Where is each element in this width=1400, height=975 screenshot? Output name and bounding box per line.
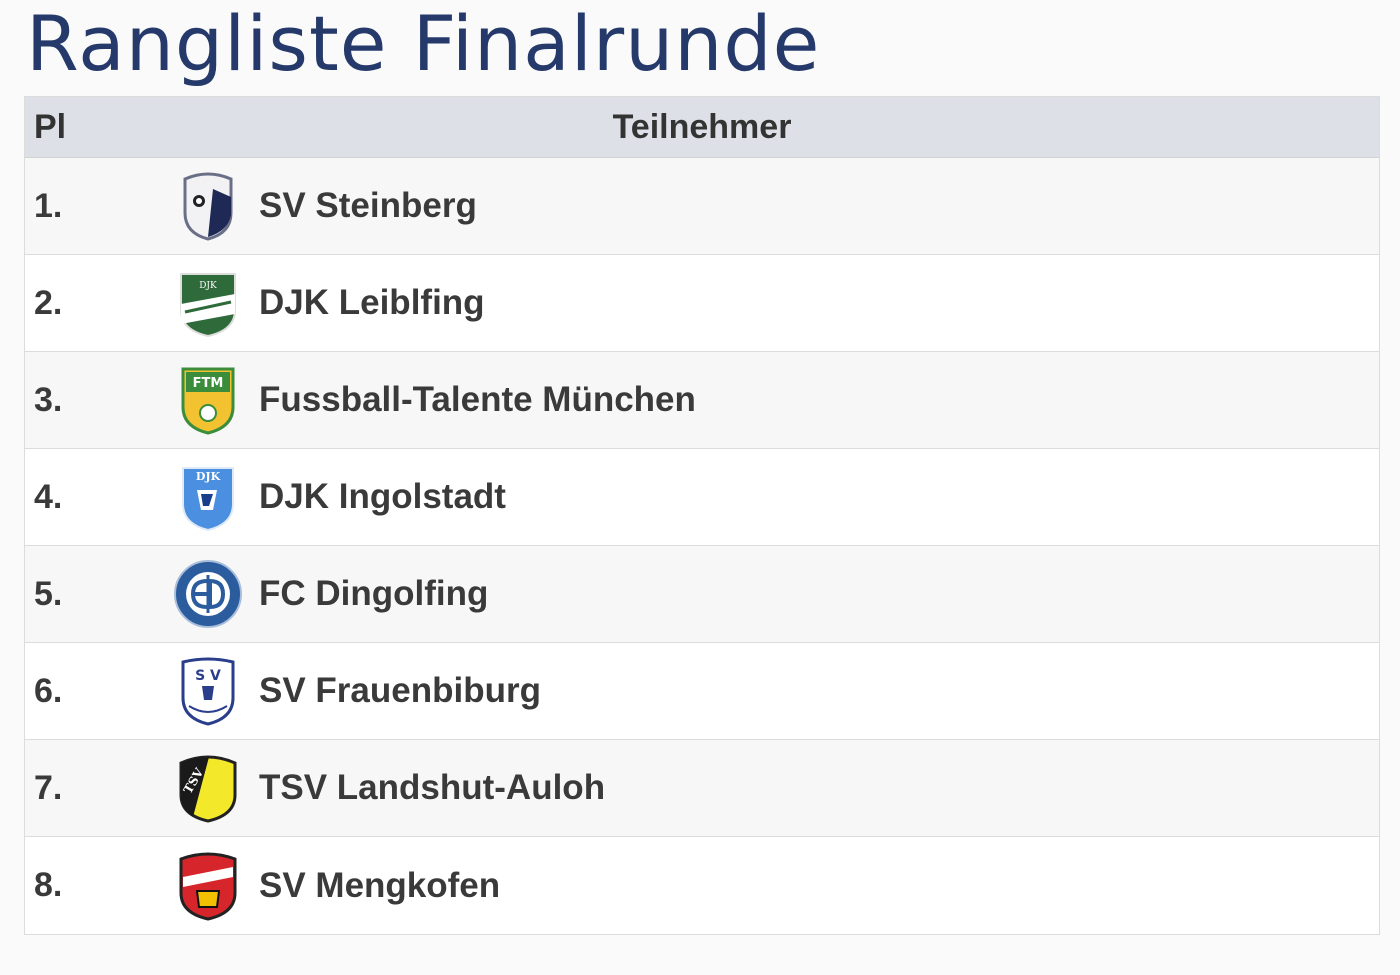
- table-row[interactable]: 1. SV Steinberg: [25, 158, 1379, 255]
- djk-leiblfing-crest-icon: DJK: [173, 266, 243, 340]
- table-row[interactable]: 4. DJK DJK Ingolstadt: [25, 449, 1379, 546]
- table-row[interactable]: 8. SV Mengkofen: [25, 837, 1379, 934]
- header-team: Teilnehmer: [612, 107, 792, 146]
- svg-text:S V: S V: [195, 668, 221, 684]
- row-rank: 1.: [34, 186, 63, 225]
- svg-text:FTM: FTM: [193, 376, 224, 391]
- row-rank: 8.: [34, 866, 63, 904]
- sv-steinberg-crest-icon: [173, 169, 243, 243]
- row-rank: 6.: [34, 671, 63, 710]
- team-name: DJK Ingolstadt: [259, 477, 506, 516]
- team-name: SV Steinberg: [259, 186, 477, 225]
- row-rank: 4.: [34, 477, 63, 516]
- row-rank: 7.: [34, 768, 63, 807]
- ranking-table: Pl Teilnehmer 1. SV Steinberg 2. DJK DJK…: [24, 96, 1380, 935]
- team-name: DJK Leiblfing: [259, 283, 485, 322]
- team-name: SV Frauenbiburg: [259, 671, 541, 710]
- ftm-crest-icon: FTM: [173, 363, 243, 437]
- header-rank: Pl: [34, 107, 67, 146]
- table-row[interactable]: 3. FTM Fussball-Talente München: [25, 352, 1379, 449]
- page-title: Rangliste Finalrunde: [26, 0, 821, 88]
- team-name: SV Mengkofen: [259, 865, 501, 905]
- table-row[interactable]: 5. FC Dingolfing: [25, 546, 1379, 643]
- table-header: Pl Teilnehmer: [25, 97, 1379, 158]
- team-name: Fussball-Talente München: [259, 380, 696, 419]
- row-rank: 3.: [34, 380, 63, 419]
- team-name: FC Dingolfing: [259, 574, 489, 613]
- table-row[interactable]: 6. S V SV Frauenbiburg: [25, 643, 1379, 740]
- sv-mengkofen-crest-icon: [173, 849, 243, 923]
- fc-dingolfing-crest-icon: [173, 557, 243, 631]
- row-rank: 2.: [34, 283, 63, 322]
- djk-ingolstadt-crest-icon: DJK: [173, 460, 243, 534]
- svg-text:DJK: DJK: [196, 470, 221, 483]
- svg-text:DJK: DJK: [199, 281, 217, 291]
- table-row[interactable]: 7. TSV TSV Landshut-Auloh: [25, 740, 1379, 837]
- table-row[interactable]: 2. DJK DJK Leiblfing: [25, 255, 1379, 352]
- row-rank: 5.: [34, 574, 63, 613]
- sv-frauenbiburg-crest-icon: S V: [173, 654, 243, 728]
- team-name: TSV Landshut-Auloh: [259, 768, 606, 807]
- tsv-landshut-auloh-crest-icon: TSV: [173, 751, 243, 825]
